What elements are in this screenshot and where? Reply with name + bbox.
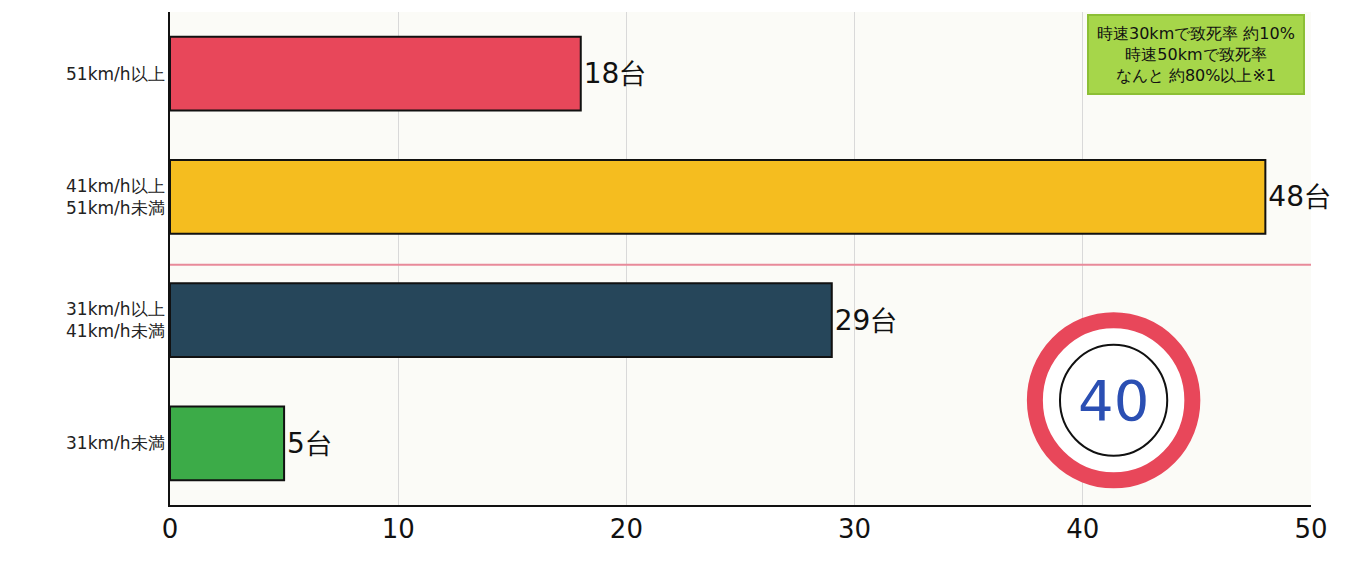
svg-text:10: 10	[382, 514, 415, 544]
svg-text:18台: 18台	[584, 57, 648, 90]
svg-text:29台: 29台	[835, 304, 899, 337]
svg-text:31km/h未満: 31km/h未満	[66, 433, 165, 453]
svg-text:20: 20	[610, 514, 643, 544]
svg-text:31km/h以上41km/h未満: 31km/h以上41km/h未満	[66, 299, 165, 341]
svg-text:41km/h以上51km/h未満: 41km/h以上51km/h未満	[66, 176, 165, 218]
svg-text:時速30kmで致死率 約10%時速50kmで致死率なんと 約: 時速30kmで致死率 約10%時速50kmで致死率なんと 約80%以上※1	[1097, 24, 1295, 85]
svg-text:5台: 5台	[287, 427, 333, 460]
svg-text:30: 30	[838, 514, 871, 544]
svg-text:40: 40	[1066, 514, 1099, 544]
svg-text:0: 0	[162, 514, 179, 544]
svg-text:51km/h以上: 51km/h以上	[66, 64, 165, 84]
svg-text:50: 50	[1294, 514, 1327, 544]
svg-text:48台: 48台	[1268, 180, 1332, 213]
svg-text:40: 40	[1078, 368, 1149, 433]
